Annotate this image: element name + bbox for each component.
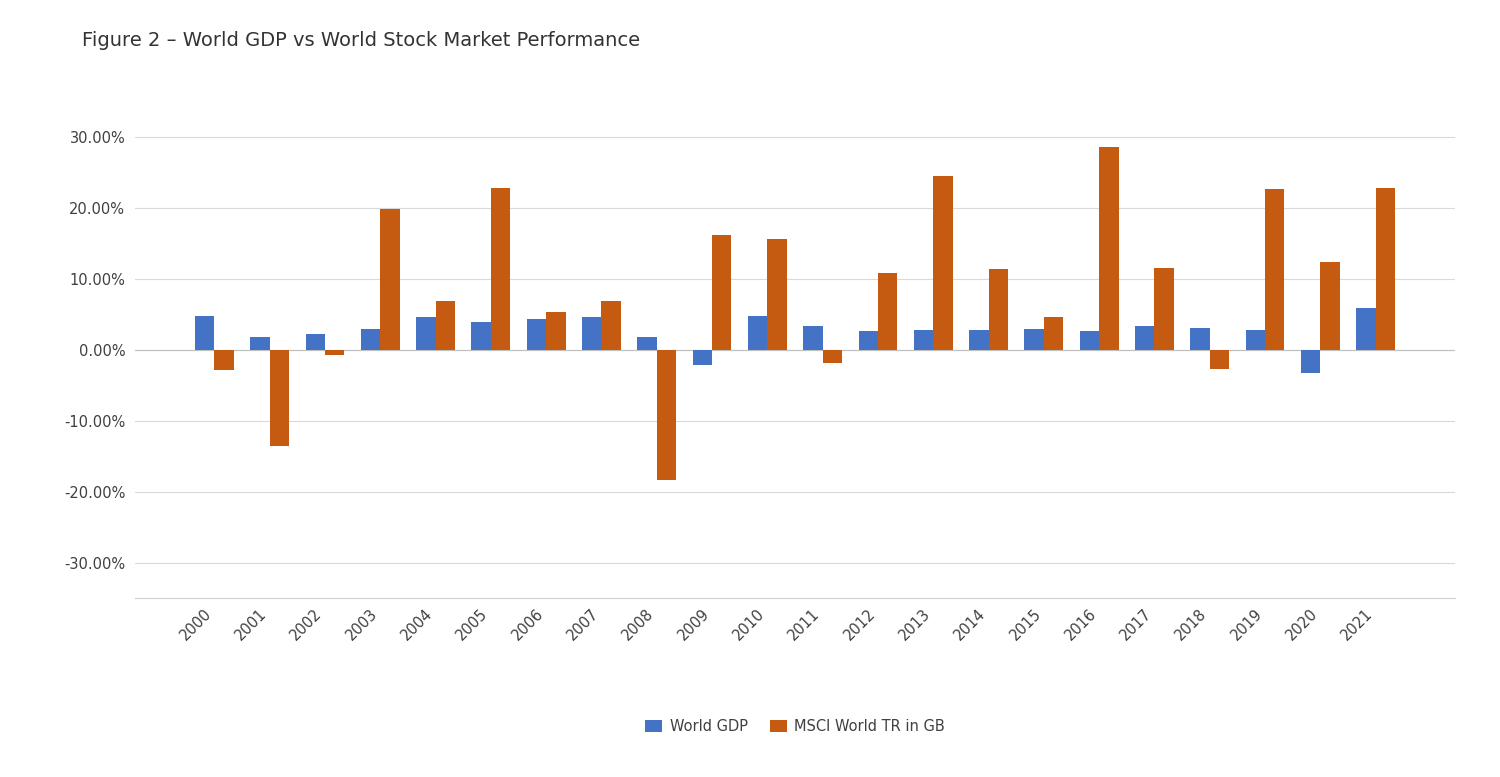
Bar (1044, 317, 1064, 350)
Bar (933, 176, 952, 350)
Bar (1100, 147, 1119, 350)
Bar (858, 331, 877, 350)
Bar (1356, 308, 1376, 350)
Bar (1376, 188, 1395, 350)
Bar (490, 188, 510, 350)
Bar (362, 329, 381, 350)
Bar (1320, 263, 1340, 350)
Bar (602, 301, 621, 350)
Bar (748, 316, 768, 350)
Bar (526, 319, 546, 350)
Bar (326, 350, 345, 355)
Bar (1155, 268, 1174, 350)
Bar (822, 350, 842, 363)
Bar (381, 209, 399, 350)
Bar (471, 322, 490, 350)
Bar (1209, 350, 1228, 369)
Bar (712, 235, 732, 350)
Bar (914, 330, 933, 350)
Bar (969, 329, 988, 350)
Bar (768, 239, 786, 350)
Bar (195, 315, 214, 350)
Bar (1191, 328, 1209, 350)
Bar (270, 350, 290, 445)
Text: Figure 2 – World GDP vs World Stock Market Performance: Figure 2 – World GDP vs World Stock Mark… (82, 31, 640, 50)
Bar (693, 350, 712, 365)
Bar (1245, 330, 1264, 350)
Bar (582, 317, 602, 350)
Bar (988, 269, 1008, 350)
Bar (214, 350, 234, 370)
Bar (1024, 329, 1044, 350)
Bar (657, 350, 676, 479)
Bar (416, 317, 435, 350)
Bar (638, 337, 657, 350)
Bar (1136, 326, 1155, 350)
Legend: World GDP, MSCI World TR in GB: World GDP, MSCI World TR in GB (639, 713, 951, 740)
Bar (1300, 350, 1320, 373)
Bar (251, 337, 270, 350)
Bar (435, 301, 454, 350)
Bar (306, 334, 326, 350)
Bar (878, 273, 897, 350)
Bar (1264, 189, 1284, 350)
Bar (1080, 331, 1100, 350)
Bar (546, 312, 566, 350)
Bar (804, 326, 822, 350)
